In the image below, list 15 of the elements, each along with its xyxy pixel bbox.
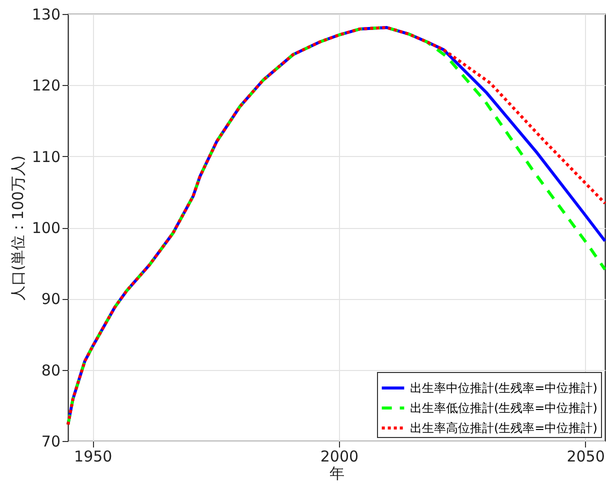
y-tick-label: 100 <box>32 219 60 237</box>
legend-label: 出生率中位推計(生残率=中位推計) <box>410 381 598 395</box>
x-axis-title: 年 <box>330 464 344 482</box>
y-tick-label: 110 <box>32 148 60 166</box>
y-tick-label: 120 <box>32 76 60 95</box>
legend-label: 出生率低位推計(生残率=中位推計) <box>410 401 598 415</box>
y-tick-label: 90 <box>41 290 60 308</box>
y-axis-title: 人口(単位：100万人) <box>8 155 27 301</box>
x-tick-label: 2000 <box>320 448 359 466</box>
y-tick-label: 70 <box>41 432 60 450</box>
y-tick-label: 130 <box>32 6 60 24</box>
legend-label: 出生率高位推計(生残率=中位推計) <box>410 421 598 435</box>
x-tick-label: 1950 <box>74 448 112 466</box>
x-tick-label: 2050 <box>566 448 605 466</box>
y-tick-label: 80 <box>41 361 60 380</box>
